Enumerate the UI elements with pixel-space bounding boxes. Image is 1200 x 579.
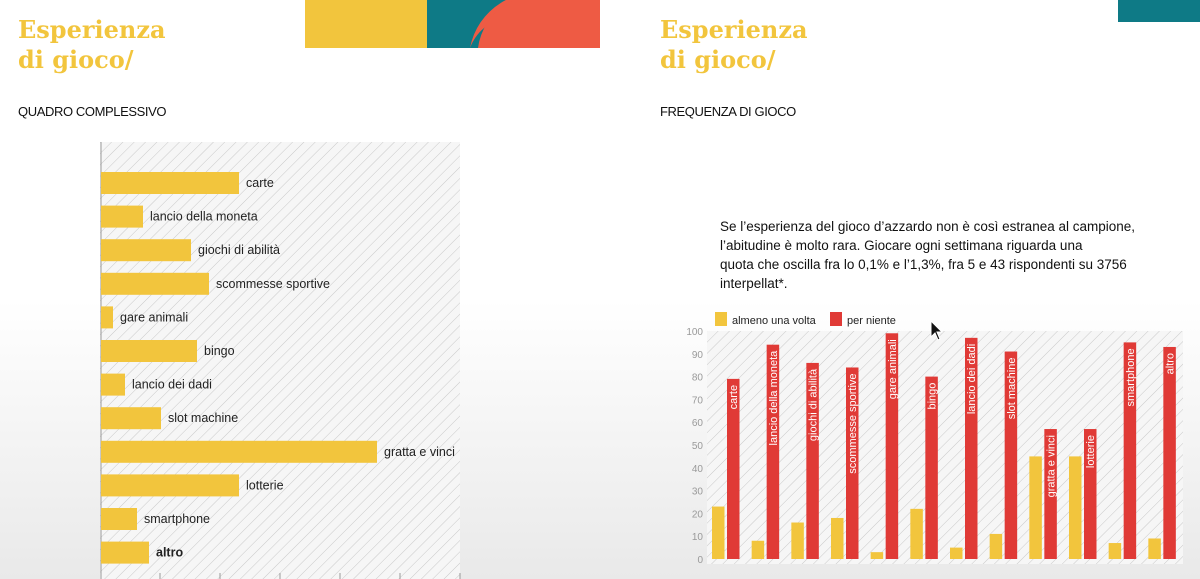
- y-tick-label: 20: [692, 509, 704, 520]
- category-label: gare animali: [887, 339, 899, 399]
- decorative-banner: [305, 0, 600, 48]
- category-label: carte: [728, 385, 740, 409]
- category-label: lancio dei dadi: [966, 344, 978, 414]
- bar-per-niente: [1004, 351, 1018, 559]
- bar-almeno-una-volta: [791, 522, 804, 559]
- y-tick-label: 70: [692, 395, 704, 406]
- bar: [101, 508, 137, 530]
- bar-label: lancio della moneta: [150, 210, 258, 224]
- bar-almeno-una-volta: [989, 533, 1003, 559]
- bar-almeno-una-volta: [910, 508, 923, 559]
- slide-subtitle: QUADRO COMPLESSIVO: [18, 104, 167, 119]
- bar-per-niente: [846, 367, 859, 559]
- category-label: altro: [1165, 353, 1177, 374]
- slide-title: Esperienza di gioco/: [18, 15, 166, 75]
- bar: [101, 440, 377, 463]
- y-tick-label: 50: [692, 441, 704, 452]
- bar-almeno-una-volta: [1069, 456, 1082, 559]
- category-label: scommesse sportive: [847, 373, 859, 473]
- legend-swatch: [830, 312, 842, 326]
- slide-subtitle: FREQUENZA DI GIOCO: [660, 104, 796, 119]
- bar-label: scommesse sportive: [216, 277, 330, 291]
- bar-label: lotterie: [246, 478, 284, 492]
- bar: [101, 541, 149, 564]
- bar-label: smartphone: [144, 512, 210, 526]
- y-tick-label: 10: [692, 532, 704, 543]
- legend-label: almeno una volta: [732, 315, 817, 327]
- bar-label: gare animali: [120, 310, 188, 324]
- y-tick-label: 90: [692, 350, 704, 361]
- bar-label: lancio dei dadi: [132, 378, 212, 392]
- bar: [101, 205, 143, 228]
- bar-almeno-una-volta: [1148, 538, 1161, 559]
- category-label: smartphone: [1125, 348, 1137, 406]
- slide-title: Esperienza di gioco/: [660, 15, 808, 75]
- y-tick-label: 30: [692, 487, 704, 498]
- bar-almeno-una-volta: [751, 540, 765, 559]
- description-line: interpellat*.: [720, 276, 788, 291]
- bar-label: giochi di abilità: [198, 243, 280, 257]
- bar-label: bingo: [204, 344, 235, 358]
- bar-almeno-una-volta: [1029, 456, 1042, 559]
- bar: [101, 272, 209, 295]
- category-label: bingo: [927, 383, 939, 410]
- bar: [101, 340, 197, 362]
- bar: [101, 239, 191, 262]
- bar: [101, 373, 125, 396]
- y-tick-label: 0: [697, 555, 703, 566]
- bar-almeno-una-volta: [1108, 543, 1122, 559]
- bar: [101, 172, 239, 194]
- bar-label: gratta e vinci: [384, 445, 455, 459]
- bar: [101, 306, 113, 329]
- bar-per-niente: [806, 362, 819, 559]
- category-label: gratta e vinci: [1046, 435, 1058, 497]
- decorative-banner-corner: [1118, 0, 1200, 22]
- bar-almeno-una-volta: [831, 517, 844, 559]
- slide-quadro-complessivo: Esperienza di gioco/ QUADRO COMPLESSIVO …: [18, 0, 600, 579]
- vertical-bar-chart: 0 10 20 30 40 50 60 70 80 90 100 almeno una volta pe…: [686, 312, 1183, 566]
- bar-per-niente: [885, 333, 899, 559]
- bar-per-niente: [727, 378, 740, 559]
- description-line: Se l’esperienza del gioco d’azzardo non …: [720, 219, 1136, 234]
- plot-area: [707, 331, 1183, 564]
- title-line-2: di gioco/: [18, 45, 134, 74]
- bar-almeno-una-volta: [950, 547, 963, 559]
- bar: [101, 474, 239, 497]
- horizontal-bar-chart: carte lancio della moneta giochi di abilit…: [100, 142, 461, 579]
- category-label: lotterie: [1085, 435, 1097, 468]
- category-label: giochi di abilità: [808, 368, 820, 441]
- bar-label: altro: [156, 546, 183, 560]
- bar-almeno-una-volta: [870, 552, 884, 559]
- mouse-pointer-icon: [930, 320, 944, 341]
- bar-almeno-una-volta: [712, 506, 725, 559]
- legend-swatch: [715, 312, 727, 326]
- y-tick-label: 100: [686, 327, 703, 338]
- title-line-2: di gioco/: [660, 45, 776, 74]
- description-line: l’abitudine è molto rara. Giocare ogni s…: [720, 238, 1083, 253]
- y-tick-label: 40: [692, 464, 704, 475]
- bar-label: carte: [246, 176, 274, 190]
- y-tick-label: 60: [692, 418, 704, 429]
- bar-per-niente: [1084, 429, 1097, 559]
- category-label: lancio della moneta: [768, 350, 780, 446]
- bar-label: slot machine: [168, 411, 238, 425]
- bar: [101, 407, 161, 430]
- bar-per-niente: [965, 337, 978, 559]
- bar-per-niente: [1123, 342, 1137, 559]
- bar-per-niente: [1044, 429, 1057, 559]
- category-label: slot machine: [1006, 358, 1018, 420]
- description-line: quota che oscilla fra lo 0,1% e l’1,3%, …: [720, 257, 1127, 272]
- legend-label: per niente: [847, 315, 896, 327]
- description-paragraph: Se l’esperienza del gioco d’azzardo non …: [720, 217, 1180, 293]
- bar-per-niente: [766, 344, 780, 559]
- bar-per-niente: [925, 376, 938, 559]
- slide-frequenza-di-gioco: Esperienza di gioco/ FREQUENZA DI GIOCO …: [600, 0, 1200, 579]
- bar-per-niente: [1163, 346, 1176, 559]
- y-tick-label: 80: [692, 373, 704, 384]
- title-line-1: Esperienza: [660, 15, 808, 44]
- title-line-1: Esperienza: [18, 15, 166, 44]
